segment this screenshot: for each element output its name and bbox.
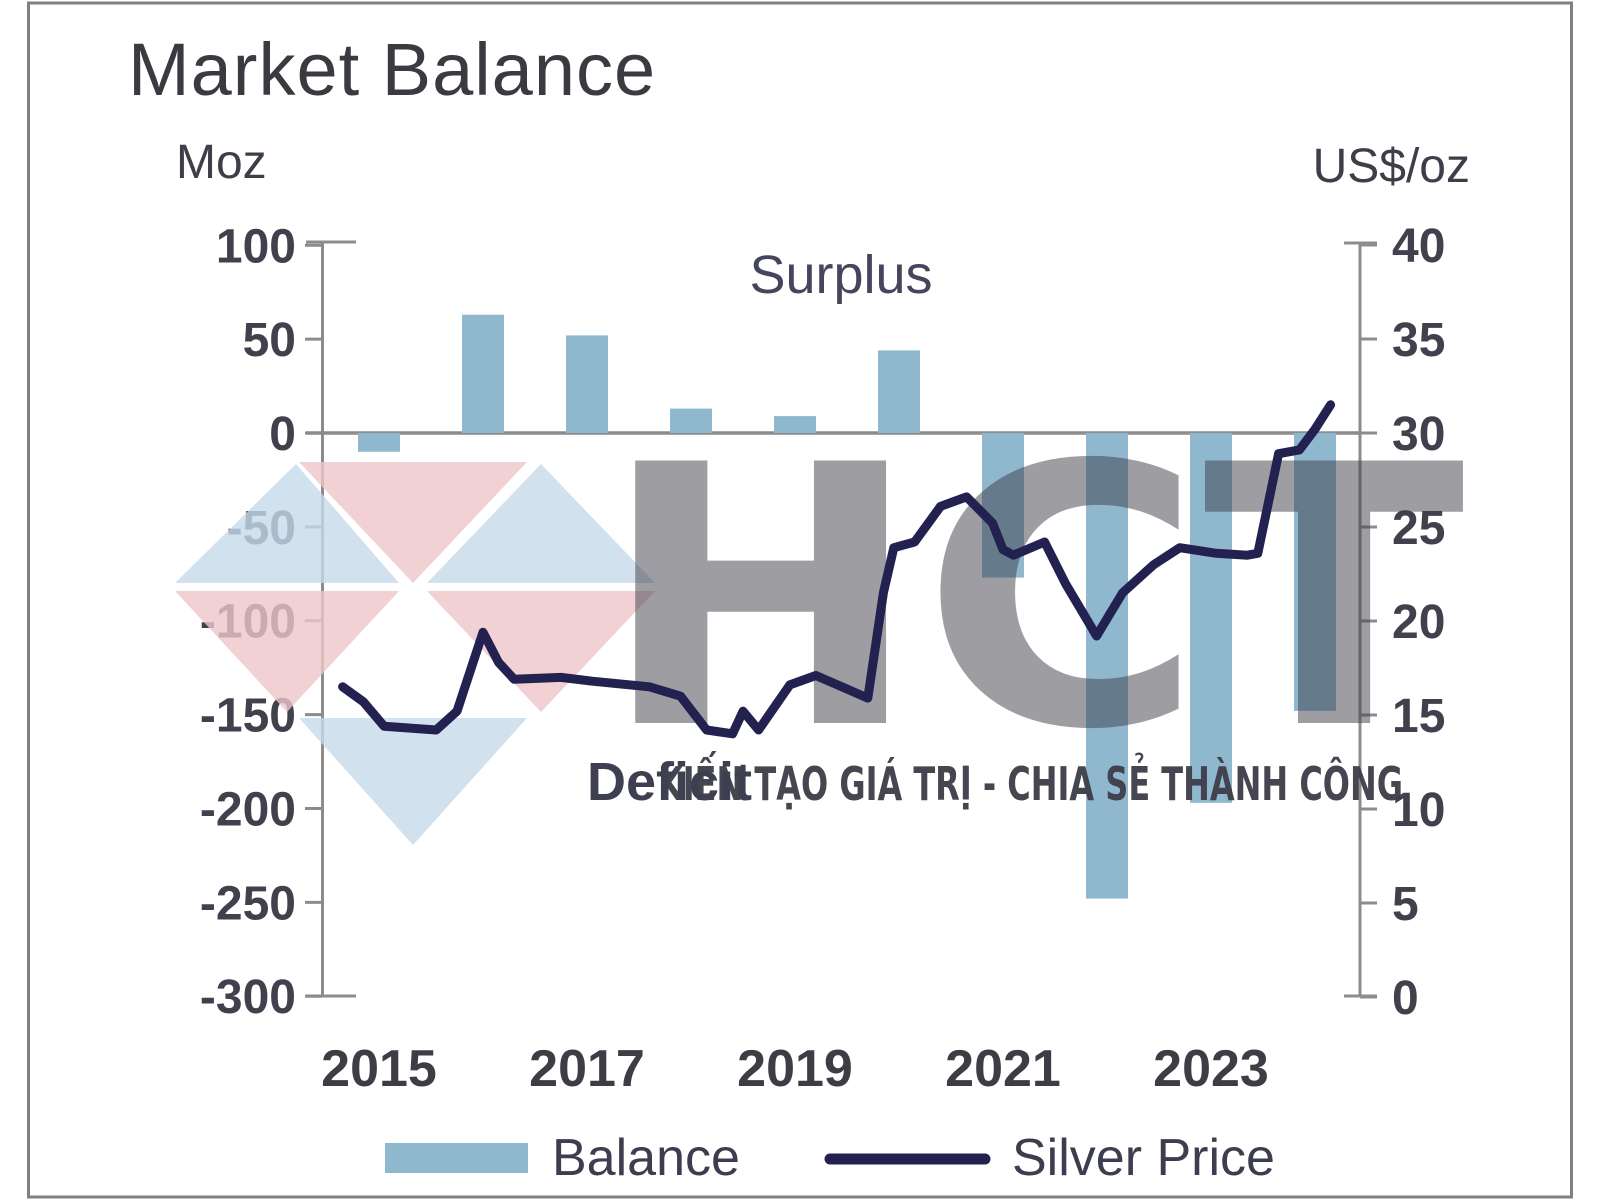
right-axis-tick-label: 30 (1392, 408, 1445, 461)
balance-bar-2022 (1086, 433, 1128, 899)
balance-legend-label: Balance (552, 1129, 740, 1187)
right-axis-tick-label: 10 (1392, 784, 1445, 837)
legend: Balance Silver Price (385, 1129, 1275, 1187)
balance-bar-2015 (358, 433, 400, 452)
left-axis-tick-label: -200 (200, 783, 296, 836)
x-axis-year-label: 2015 (321, 1040, 437, 1098)
x-axis-year-label: 2023 (1153, 1040, 1269, 1098)
diamond-facet (299, 462, 527, 583)
watermark-layer: HCT KIẾN TẠO GIÁ TRỊ - CHIA SẺ THÀNH CÔN… (175, 389, 1467, 845)
balance-bar-2019 (774, 416, 816, 433)
hct-logo-diamonds-icon (175, 462, 655, 845)
silver-price-line (338, 400, 1336, 739)
left-axis-tick-label: 0 (269, 408, 296, 461)
chart-title: Market Balance (128, 28, 656, 111)
right-axis-tick-label: 20 (1392, 596, 1445, 649)
left-axis-unit-label: Moz (176, 136, 267, 189)
right-axis-tick-label: 25 (1392, 502, 1445, 555)
balance-bar-2017 (566, 335, 608, 433)
hct-watermark-letters: HCT (600, 389, 1467, 808)
diamond-facet (299, 718, 527, 845)
diamond-facet (175, 591, 399, 712)
balance-bar-2020 (878, 350, 920, 433)
diamond-facet (427, 464, 655, 583)
right-axis-tick-label: 0 (1392, 972, 1419, 1025)
silver-price-legend-label: Silver Price (1012, 1129, 1275, 1187)
watermark-tagline: KIẾN TẠO GIÁ TRỊ - CHIA SẺ THÀNH CÔNG (658, 751, 1403, 811)
balance-bar-2018 (670, 408, 712, 433)
right-axis-tick-label: 35 (1392, 314, 1445, 367)
balance-bars-layer (358, 314, 1336, 899)
right-axis-unit-label: US$/oz (1313, 140, 1470, 193)
right-axis-tick-label: 40 (1392, 220, 1445, 273)
left-axis-tick-label: -300 (200, 971, 296, 1024)
surplus-annotation: Surplus (749, 245, 932, 305)
diamond-facet (175, 464, 399, 583)
left-axis-tick-label: -250 (200, 877, 296, 930)
right-axis-tick-label: 15 (1392, 690, 1445, 743)
x-axis-year-label: 2021 (945, 1040, 1061, 1098)
diamond-facet (427, 591, 655, 712)
right-axis-tick-label: 5 (1392, 878, 1419, 931)
deficit-annotation: Deficit (587, 752, 752, 812)
left-axis-tick-label: 100 (216, 220, 296, 273)
balance-legend-swatch (385, 1143, 528, 1173)
balance-bar-2016 (462, 314, 504, 433)
image-border (27, 1, 1573, 1199)
x-axis-year-label: 2017 (529, 1040, 645, 1098)
balance-bar-2023 (1190, 433, 1232, 803)
left-axis-tick-label: 50 (243, 314, 296, 367)
balance-bar-2024 (1294, 433, 1336, 711)
x-axis-year-label: 2019 (737, 1040, 853, 1098)
silver-price-line-layer (338, 400, 1336, 739)
